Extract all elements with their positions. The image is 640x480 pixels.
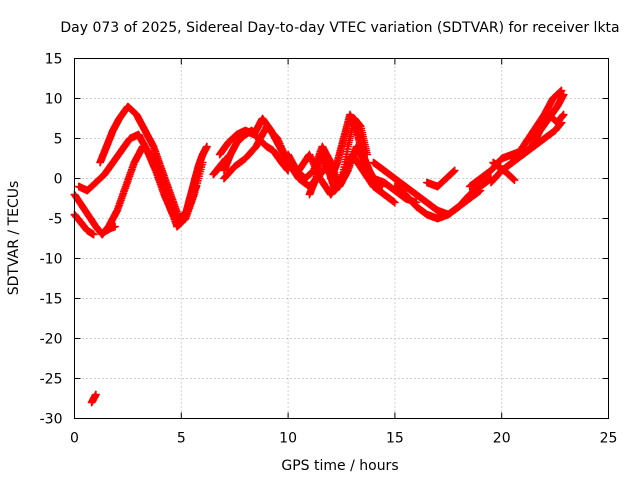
series-track-19 xyxy=(422,166,459,191)
data-point-marks xyxy=(531,110,568,139)
grid xyxy=(74,58,609,419)
y-axis-label: SDTVAR / TECUs xyxy=(6,181,22,296)
series-track-11 xyxy=(209,154,231,179)
y-tick-label: -25 xyxy=(40,372,63,388)
series-track-24 xyxy=(531,110,568,139)
x-axis-label: GPS time / hours xyxy=(281,458,398,474)
series-track-6 xyxy=(102,222,120,235)
data-point-marks xyxy=(102,222,120,235)
y-tick-label: -5 xyxy=(49,212,63,228)
y-tick-label: 0 xyxy=(54,172,63,188)
series-track-5 xyxy=(87,390,100,407)
data-point-marks xyxy=(74,130,186,227)
series-track-3 xyxy=(74,130,186,227)
y-tick-label: -30 xyxy=(40,412,63,428)
y-tick-label: -15 xyxy=(40,292,63,308)
y-tick-label: 5 xyxy=(54,132,63,148)
y-tick-label: 10 xyxy=(45,92,63,108)
data-marks xyxy=(70,86,568,407)
plot-frame xyxy=(74,58,609,419)
data-point-marks xyxy=(87,390,100,407)
y-tick-label: -20 xyxy=(40,332,63,348)
x-tick-label: 0 xyxy=(70,431,79,447)
x-tick-label: 10 xyxy=(279,431,297,447)
x-tick-label: 5 xyxy=(177,431,186,447)
series-track-7 xyxy=(173,142,211,231)
data-point-marks xyxy=(358,166,421,207)
series-track-25 xyxy=(489,158,519,185)
y-tick-label: 15 xyxy=(45,52,63,68)
data-point-marks xyxy=(489,158,519,185)
x-tick-label: 15 xyxy=(386,431,404,447)
x-tick-label: 20 xyxy=(493,431,511,447)
series-track-18 xyxy=(358,166,421,207)
data-point-marks xyxy=(305,114,372,199)
chart-title: Day 073 of 2025, Sidereal Day-to-day VTE… xyxy=(60,20,619,36)
axis-ticks: 0 5 10 15 20 25 -30 -25 -20 -15 -10 -5 0 5 10 15 xyxy=(40,52,618,447)
data-point-marks xyxy=(209,154,231,179)
y-tick-label: -10 xyxy=(40,252,63,268)
data-point-marks xyxy=(422,166,459,191)
x-tick-label: 25 xyxy=(600,431,618,447)
data-point-marks xyxy=(173,142,211,231)
series-track-15 xyxy=(305,114,372,199)
